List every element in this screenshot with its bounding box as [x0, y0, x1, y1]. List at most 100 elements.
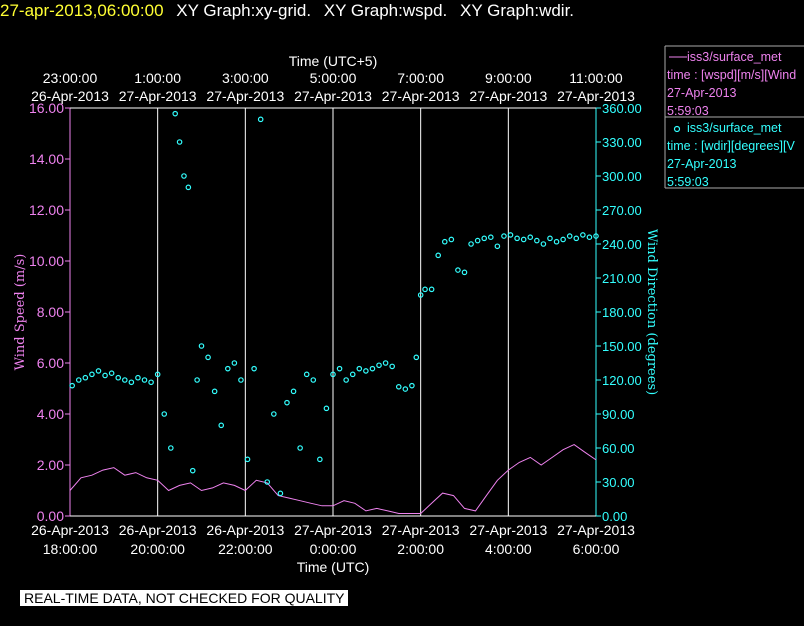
bottom-tick-date: 27-Apr-2013: [382, 522, 460, 538]
wind-direction-point: [317, 456, 323, 463]
left-tick-label: 2.00: [37, 457, 64, 473]
wind-direction-point: [527, 234, 534, 241]
wind-direction-point: [468, 241, 474, 247]
bottom-tick-date: 27-Apr-2013: [469, 522, 547, 538]
graph-label-wdir: XY Graph:wdir.: [460, 1, 575, 20]
wind-direction-point: [389, 363, 395, 370]
wind-direction-point: [336, 365, 343, 372]
wind-direction-point: [330, 371, 336, 378]
left-tick-label: 12.00: [29, 202, 64, 218]
wind-direction-point: [349, 371, 356, 378]
wind-direction-point: [257, 116, 264, 123]
legend-text: time : [wspd][m/s][Wind: [667, 68, 796, 82]
wind-direction-point: [501, 233, 507, 239]
top-tick-date: 27-Apr-2013: [382, 88, 460, 104]
wind-direction-point: [75, 377, 82, 383]
wind-direction-point: [176, 139, 183, 145]
top-tick-time: 11:00:00: [569, 70, 623, 86]
wind-direction-point: [238, 377, 244, 383]
wind-direction-point: [428, 286, 435, 293]
wind-direction-point: [580, 232, 586, 238]
wind-direction-point: [205, 354, 211, 361]
wind-direction-point: [218, 422, 225, 429]
wind-direction-point: [481, 235, 488, 242]
top-tick-time: 23:00:00: [43, 70, 98, 86]
top-tick-time: 7:00:00: [397, 70, 444, 86]
top-tick-time: 9:00:00: [485, 70, 532, 86]
right-tick-label: 270.00: [602, 203, 642, 218]
wind-direction-point: [376, 362, 382, 369]
left-tick-label: 0.00: [37, 508, 64, 524]
bottom-tick-date: 26-Apr-2013: [119, 522, 197, 538]
wind-direction-point: [181, 173, 187, 179]
right-tick-label: 210.00: [602, 271, 642, 286]
wind-direction-point: [593, 233, 599, 239]
wind-direction-point: [198, 343, 205, 349]
wind-direction-point: [121, 377, 128, 383]
wind-direction-point: [189, 467, 196, 474]
wind-direction-point: [225, 365, 231, 372]
right-tick-label: 60.00: [602, 441, 635, 456]
wind-direction-point: [172, 110, 179, 117]
right-tick-label: 0.00: [602, 509, 627, 524]
wind-direction-point: [264, 479, 271, 485]
left-tick-label: 10.00: [29, 253, 64, 269]
wind-direction-point: [303, 371, 310, 378]
wind-direction-point: [95, 368, 102, 374]
wind-direction-point: [566, 233, 573, 239]
bottom-tick-time: 6:00:00: [573, 541, 620, 557]
wind-direction-point: [520, 236, 527, 243]
wind-direction-point: [135, 374, 141, 381]
wind-direction-point: [514, 235, 520, 242]
wind-direction-point: [461, 269, 468, 276]
top-tick-date: 27-Apr-2013: [294, 88, 372, 104]
wind-direction-point: [474, 237, 481, 244]
bottom-tick-time: 20:00:00: [130, 541, 185, 557]
bottom-axis-title: Time (UTC): [297, 559, 370, 575]
legend-text: time : [wdir][degrees][V: [667, 139, 795, 153]
bottom-tick-time: 22:00:00: [218, 541, 273, 557]
wind-direction-point: [402, 386, 409, 392]
right-tick-label: 30.00: [602, 475, 635, 490]
wind-direction-point: [161, 411, 168, 417]
wind-direction-point: [69, 382, 75, 389]
top-tick-date: 27-Apr-2013: [206, 88, 284, 104]
top-axis-title: Time (UTC+5): [289, 53, 378, 69]
wind-direction-point: [277, 490, 284, 497]
legend-text: iss3/surface_met: [687, 121, 782, 135]
right-tick-label: 330.00: [602, 135, 642, 150]
graph-label-wspd: XY Graph:wspd.: [323, 1, 448, 20]
wind-direction-point: [231, 360, 238, 366]
legend-circle-swatch: [673, 125, 681, 133]
wind-direction-point: [363, 368, 369, 374]
right-axis-label: Wind Direction (degrees): [644, 229, 659, 395]
wind-direction-point: [290, 388, 297, 395]
top-tick-date: 27-Apr-2013: [557, 88, 635, 104]
wind-direction-point: [395, 383, 402, 390]
bottom-tick-time: 0:00:00: [310, 541, 357, 557]
legend-text: iss3/surface_met: [687, 50, 782, 64]
top-tick-time: 5:00:00: [310, 70, 357, 86]
wind-direction-point: [409, 382, 415, 389]
wind-direction-point: [271, 411, 277, 417]
datetime-label: 27-apr-2013,06:00:00: [0, 1, 164, 20]
wind-direction-point: [89, 371, 95, 378]
title-bar: 27-apr-2013,06:00:00 XY Graph:xy-grid. X…: [0, 0, 574, 24]
wind-direction-point: [448, 236, 455, 243]
graph-label-xy-grid: XY Graph:xy-grid.: [176, 1, 312, 20]
left-tick-label: 4.00: [37, 406, 64, 422]
wind-direction-point: [323, 405, 330, 412]
top-tick-date: 27-Apr-2013: [119, 88, 197, 104]
wind-direction-point: [82, 374, 89, 381]
wind-direction-point: [185, 184, 192, 191]
bottom-tick-date: 27-Apr-2013: [294, 522, 372, 538]
wind-direction-point: [441, 238, 448, 245]
wind-direction-point: [154, 371, 161, 378]
wind-direction-point: [148, 379, 154, 386]
wind-direction-point: [487, 234, 494, 241]
wind-direction-point: [422, 286, 428, 293]
left-tick-label: 8.00: [37, 304, 64, 320]
wind-direction-point: [417, 292, 424, 298]
wind-direction-point: [141, 377, 148, 383]
